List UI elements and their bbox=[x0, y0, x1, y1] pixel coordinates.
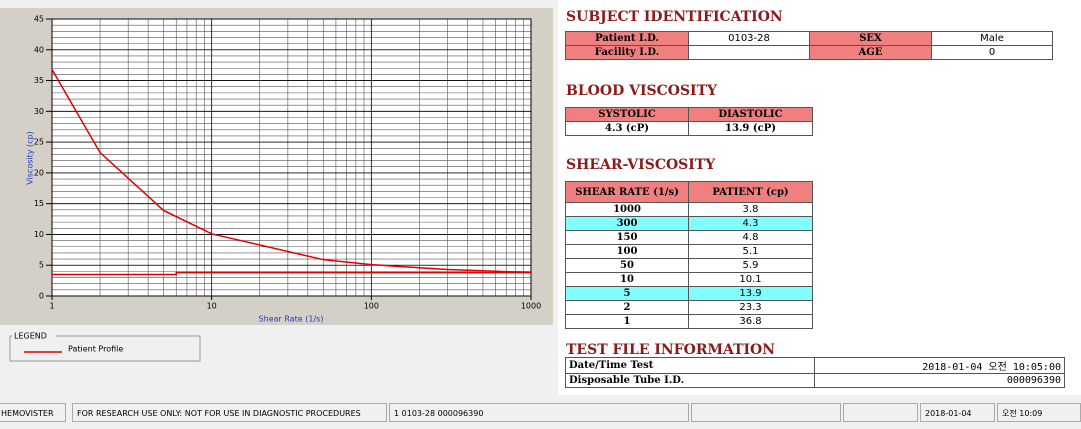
cell: PATIENT (cp) bbox=[688, 181, 813, 203]
section-title: SUBJECT IDENTIFICATION bbox=[566, 9, 783, 25]
x-axis-label: Shear Rate (1/s) bbox=[259, 315, 324, 324]
cell: 0 bbox=[931, 45, 1053, 60]
row: 300 4.3 bbox=[565, 216, 813, 231]
subject-table: Patient I.D. 0103-28 SEX Male Facility I.D.… bbox=[565, 31, 1053, 60]
cell: 3.8 bbox=[688, 202, 813, 217]
cell: 2018-01-04 오전 10:05:00 bbox=[814, 357, 1065, 374]
x-tick-label: 100 bbox=[364, 302, 379, 311]
row: 50 5.9 bbox=[565, 258, 813, 273]
cell: Disposable Tube I.D. bbox=[565, 373, 815, 388]
status-cell: 2018-01-04 bbox=[920, 403, 995, 422]
x-tick-label: 1000 bbox=[521, 302, 541, 311]
y-tick-label: 45 bbox=[34, 15, 44, 24]
x-tick-label: 1 bbox=[49, 302, 54, 311]
cell: 4.3 (cP) bbox=[565, 121, 689, 136]
row: Date/Time Test 2018-01-04 오전 10:05:00 bbox=[565, 357, 1065, 374]
cell: SHEAR RATE (1/s) bbox=[565, 181, 689, 203]
cell: 5.9 bbox=[688, 258, 813, 273]
y-tick-label: 5 bbox=[39, 261, 44, 270]
y-tick-label: 40 bbox=[34, 45, 44, 54]
cell: SYSTOLIC bbox=[565, 107, 689, 122]
cell: 23.3 bbox=[688, 300, 813, 315]
cell: Facility I.D. bbox=[565, 45, 689, 60]
cell: SEX bbox=[809, 31, 932, 46]
data-line bbox=[52, 271, 531, 276]
cell: 5 bbox=[565, 286, 689, 301]
cell: 300 bbox=[565, 216, 689, 231]
section-title: BLOOD VISCOSITY bbox=[566, 83, 718, 99]
cell: 150 bbox=[565, 230, 689, 245]
cell: 4.3 bbox=[688, 216, 813, 231]
cell: DIASTOLIC bbox=[688, 107, 813, 122]
row: 1 36.8 bbox=[565, 314, 813, 329]
y-tick-label: 10 bbox=[34, 230, 44, 239]
cell: 1000 bbox=[565, 202, 689, 217]
cell: 100 bbox=[565, 244, 689, 259]
y-axis-label: Viscosity (cp) bbox=[26, 131, 35, 185]
cell: 13.9 bbox=[688, 286, 813, 301]
cell: 5.1 bbox=[688, 244, 813, 259]
cell: Male bbox=[931, 31, 1053, 46]
cell: 2 bbox=[565, 300, 689, 315]
cell: Patient I.D. bbox=[565, 31, 689, 46]
status-cell: 1 0103-28 000096390 bbox=[389, 403, 689, 422]
section-title: TEST FILE INFORMATION bbox=[566, 342, 776, 358]
status-cell: HEMOVISTER bbox=[0, 403, 66, 422]
x-tick-label: 10 bbox=[207, 302, 217, 311]
y-tick-label: 35 bbox=[34, 76, 44, 85]
cell: 000096390 bbox=[814, 373, 1065, 388]
status-cell bbox=[843, 403, 918, 422]
shear-table: SHEAR RATE (1/s) PATIENT (cp) 1000 3.8 300 4… bbox=[565, 181, 813, 329]
row: 10 10.1 bbox=[565, 272, 813, 287]
cell: 0103-28 bbox=[688, 31, 810, 46]
row: Disposable Tube I.D. 000096390 bbox=[565, 373, 1065, 388]
cell: Date/Time Test bbox=[565, 357, 815, 374]
cell: 1 bbox=[565, 314, 689, 329]
row: 2 23.3 bbox=[565, 300, 813, 315]
legend-title: LEGEND bbox=[14, 332, 47, 341]
row: 100 5.1 bbox=[565, 244, 813, 259]
cell bbox=[688, 45, 810, 60]
plot-area bbox=[51, 18, 532, 297]
cell: 10 bbox=[565, 272, 689, 287]
y-tick-label: 25 bbox=[34, 138, 44, 147]
row: 150 4.8 bbox=[565, 230, 813, 245]
y-tick-label: 0 bbox=[39, 292, 44, 301]
section-title: SHEAR-VISCOSITY bbox=[566, 157, 716, 173]
cell: 10.1 bbox=[688, 272, 813, 287]
y-tick-label: 15 bbox=[34, 199, 44, 208]
legend-label: Patient Profile bbox=[68, 345, 123, 354]
legend: LEGEND Patient Profile bbox=[9, 331, 201, 362]
cell: 36.8 bbox=[688, 314, 813, 329]
chart: Shear Rate (1/s) Viscosity (cp) 0 5 10 15 20… bbox=[0, 8, 553, 325]
cell: 4.8 bbox=[688, 230, 813, 245]
y-tick-label: 20 bbox=[34, 168, 44, 177]
legend-title-bg bbox=[12, 331, 56, 341]
cell: 50 bbox=[565, 258, 689, 273]
row: 1000 3.8 bbox=[565, 202, 813, 217]
status-cell: 오전 10:09 bbox=[997, 403, 1081, 422]
y-tick-label: 30 bbox=[34, 107, 44, 116]
cell: AGE bbox=[809, 45, 932, 60]
status-cell bbox=[691, 403, 841, 422]
legend-box bbox=[9, 335, 201, 362]
blood-table: SYSTOLIC DIASTOLIC 4.3 (cP) 13.9 (cP) bbox=[565, 107, 813, 136]
data-line bbox=[51, 69, 532, 274]
row: 5 13.9 bbox=[565, 286, 813, 301]
cell: 13.9 (cP) bbox=[688, 121, 813, 136]
test-file-table: Date/Time Test 2018-01-04 오전 10:05:00 Disp… bbox=[565, 357, 1065, 388]
status-cell: FOR RESEARCH USE ONLY: NOT FOR USE IN DI… bbox=[72, 403, 387, 422]
